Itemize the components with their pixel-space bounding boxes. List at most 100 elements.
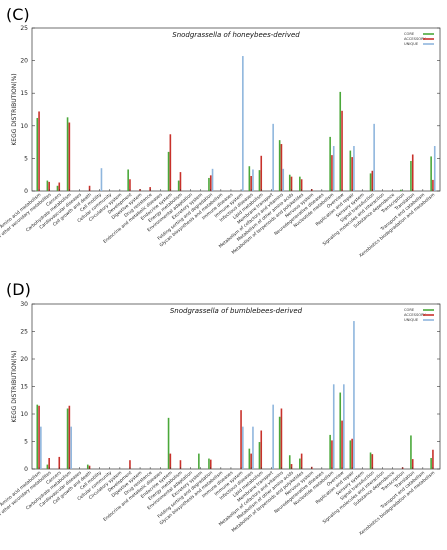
bar-accessory	[129, 179, 131, 191]
bar-core	[299, 176, 301, 191]
chart-title: Snodgrassella of honeybees-derived	[172, 31, 300, 39]
bar-core	[258, 442, 261, 469]
y-tick-label: 15	[20, 384, 28, 391]
bar-accessory	[371, 170, 374, 191]
bar-unique	[332, 384, 335, 469]
bar-unique	[343, 384, 345, 469]
bar-accessory	[280, 144, 283, 191]
bar-core	[299, 458, 301, 469]
bar-accessory	[240, 410, 242, 469]
bar-accessory	[260, 430, 263, 469]
y-tick-label: 15	[20, 90, 28, 97]
bar-accessory	[88, 185, 91, 191]
bar-accessory	[432, 449, 434, 469]
bar-unique	[252, 426, 254, 469]
bar-core	[127, 169, 129, 191]
bar-accessory	[169, 453, 172, 469]
y-tick-label: 20	[20, 58, 28, 65]
bar-accessory	[58, 456, 61, 469]
bar-unique	[332, 146, 335, 191]
bar-accessory	[129, 460, 131, 469]
legend-label: CORE	[404, 308, 415, 312]
bar-accessory	[209, 459, 212, 469]
bar-unique	[272, 404, 274, 469]
bar-core	[46, 464, 49, 469]
bar-core	[167, 417, 170, 469]
bar-core	[410, 161, 412, 191]
bar-accessory	[351, 438, 353, 469]
bar-unique	[433, 146, 436, 191]
y-tick-label: 5	[24, 439, 28, 446]
plot-frame	[31, 303, 441, 470]
bar-core	[288, 174, 291, 191]
bar-core	[369, 173, 372, 191]
bar-accessory	[290, 464, 293, 469]
bar-unique	[100, 168, 103, 191]
legend-label: UNIQUE	[404, 42, 419, 46]
bar-core	[369, 452, 372, 469]
bar-accessory	[290, 176, 293, 191]
y-tick-label: 10	[20, 123, 28, 130]
bar-core	[258, 170, 261, 191]
bar-accessory	[48, 458, 50, 469]
bar-accessory	[250, 176, 252, 191]
y-tick-label: 0	[24, 466, 28, 473]
bar-core	[430, 156, 432, 191]
y-axis-label: KEGG DISTRIBUTION(%)	[11, 73, 18, 145]
bar-unique	[373, 123, 375, 191]
bar-accessory	[300, 453, 303, 469]
bar-core	[278, 416, 281, 469]
bar-accessory	[68, 122, 71, 191]
bar-unique	[70, 426, 72, 469]
bar-unique	[272, 123, 274, 191]
bar-unique	[242, 426, 244, 469]
y-tick-label: 10	[20, 411, 28, 418]
bar-accessory	[250, 453, 252, 469]
bar-accessory	[68, 405, 71, 469]
bar-unique	[353, 146, 355, 191]
legend-label: CORE	[404, 32, 415, 36]
bar-unique	[40, 426, 42, 469]
legend-label: ACCESSORY	[404, 313, 426, 317]
bar-accessory	[260, 155, 263, 191]
bar-accessory	[331, 440, 333, 469]
bar-accessory	[411, 459, 414, 469]
bar-accessory	[341, 110, 343, 191]
bar-core	[329, 136, 331, 191]
bar-accessory	[351, 157, 353, 191]
bar-core	[177, 180, 180, 191]
bar-unique	[211, 168, 214, 191]
bar-accessory	[38, 405, 40, 469]
bar-core	[430, 458, 432, 469]
bar-accessory	[38, 111, 40, 191]
chart-panel-d: (D) 0 5 10 15 20 25 30 KEGG DISTRIBUTION(%) Snodg…	[0, 280, 441, 537]
bar-core	[248, 166, 251, 191]
bar-accessory	[169, 134, 172, 191]
bar-core	[36, 404, 39, 469]
bar-accessory	[58, 182, 61, 191]
y-tick-label: 5	[24, 155, 28, 162]
y-tick-label: 20	[20, 356, 28, 363]
bar-core	[349, 150, 352, 191]
y-tick-label: 0	[24, 188, 28, 195]
bar-core	[248, 448, 251, 469]
bar-accessory	[209, 175, 212, 191]
bar-core	[66, 408, 69, 469]
legend-label: UNIQUE	[404, 318, 419, 322]
bar-core	[339, 392, 342, 469]
bar-core	[167, 151, 170, 191]
bar-accessory	[48, 181, 50, 191]
bar-core	[208, 177, 210, 191]
bar-core	[329, 434, 331, 469]
bar-accessory	[411, 154, 414, 191]
bar-unique	[282, 168, 285, 191]
bar-accessory	[280, 408, 283, 469]
y-tick-label: 30	[20, 301, 28, 308]
y-axis-label: KEGG DISTRIBUTION(%)	[11, 350, 18, 422]
chart-panel-c: (C) 0 5 10 15 20 25 KEGG DISTRIBUTION(%) Snodgra…	[0, 5, 441, 259]
legend-label: ACCESSORY	[404, 37, 426, 41]
bar-accessory	[331, 155, 333, 191]
bar-core	[339, 91, 342, 191]
bar-core	[198, 453, 200, 469]
